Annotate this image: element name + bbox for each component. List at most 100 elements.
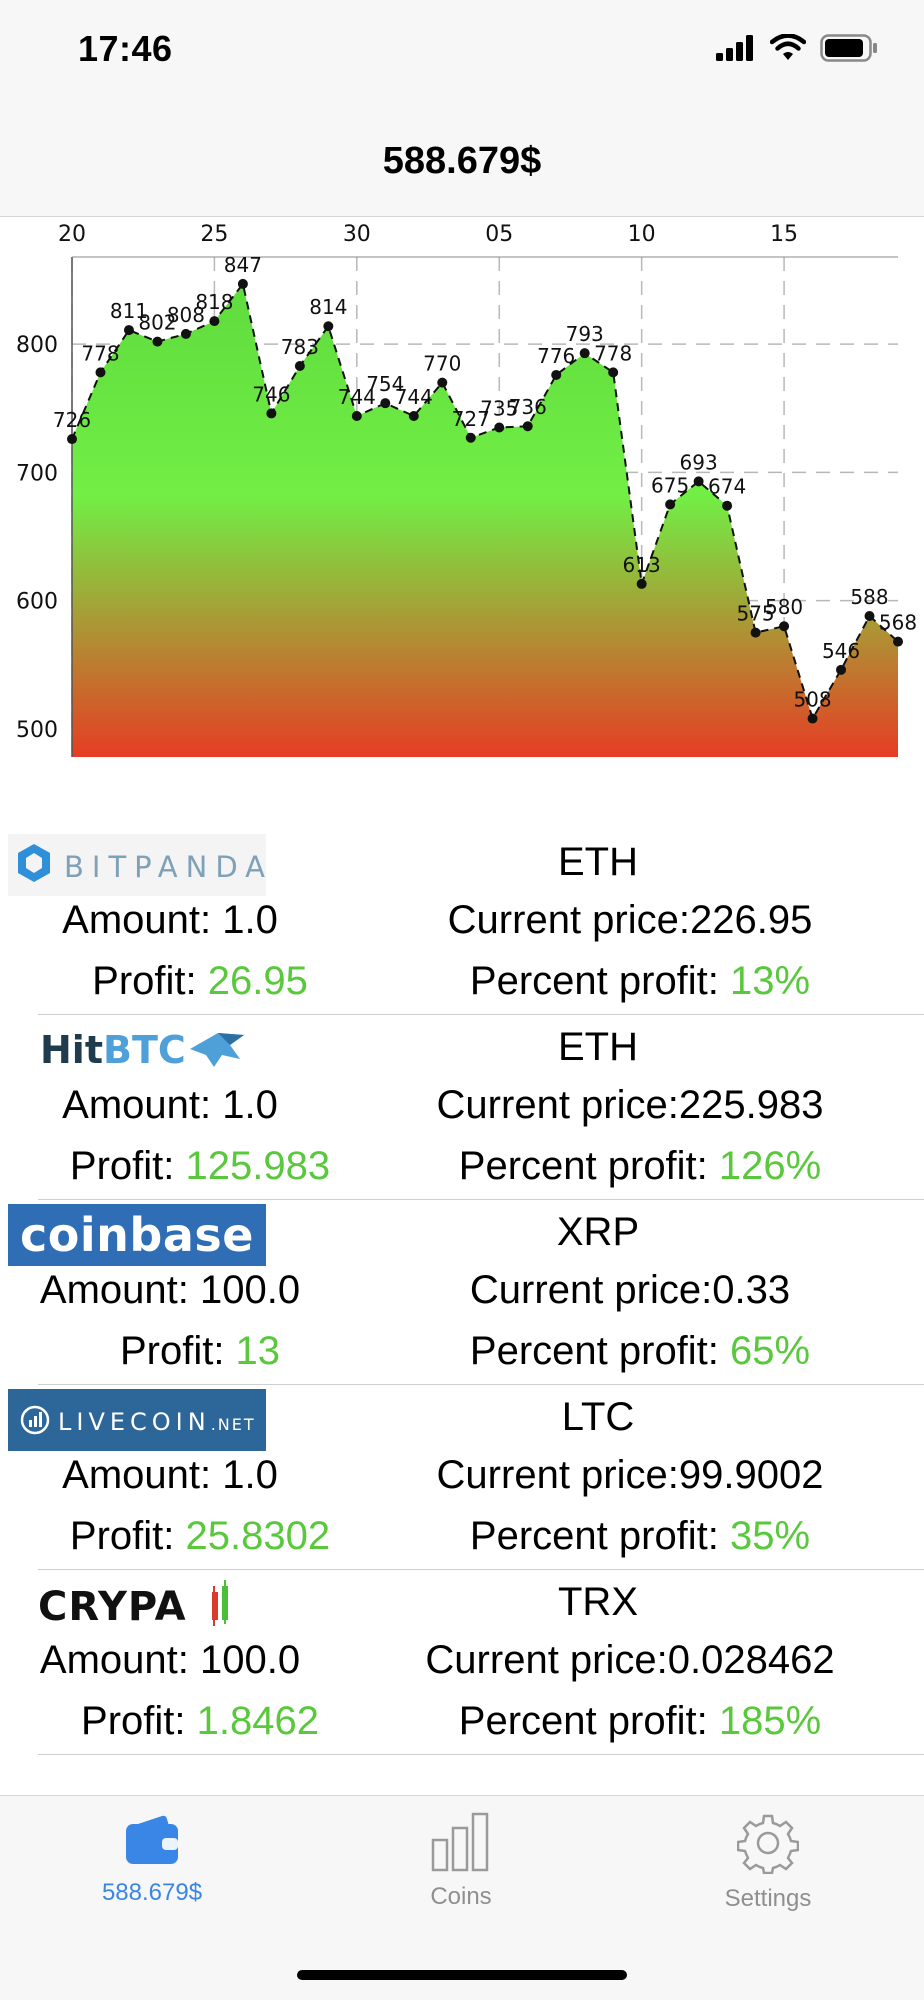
data-point-0 bbox=[67, 434, 77, 445]
current-price-label: Current price:225.983 bbox=[436, 1083, 824, 1127]
data-label-24: 575 bbox=[736, 602, 774, 626]
data-point-4 bbox=[180, 328, 191, 339]
percent-profit-value: 126% bbox=[718, 1144, 822, 1188]
data-point-20 bbox=[636, 578, 647, 589]
current-price-label: Current price:226.95 bbox=[447, 898, 813, 942]
data-label-27: 546 bbox=[822, 639, 860, 663]
data-label-28: 588 bbox=[850, 585, 888, 609]
livecoin-logo: LIVECOIN.NET bbox=[8, 1389, 266, 1451]
percent-profit-label: Percent profit: 13% bbox=[469, 959, 811, 1003]
svg-text:HitBTC: HitBTC bbox=[40, 1028, 186, 1072]
percent-profit-value: 13% bbox=[730, 959, 811, 1003]
profit-label: Profit: 13 bbox=[119, 1329, 281, 1373]
data-label-29: 568 bbox=[879, 611, 917, 635]
percent-profit-label: Percent profit: 126% bbox=[458, 1144, 822, 1188]
top-bar: 17:46 588.679$ bbox=[0, 0, 924, 217]
profit-value: 125.983 bbox=[185, 1144, 331, 1188]
percent-profit-value: 185% bbox=[718, 1699, 822, 1743]
data-label-18: 793 bbox=[566, 322, 604, 346]
data-label-16: 736 bbox=[509, 395, 547, 419]
signal-icon bbox=[716, 35, 753, 61]
data-label-5: 818 bbox=[195, 290, 233, 314]
data-point-19 bbox=[608, 367, 619, 378]
data-point-21 bbox=[665, 499, 676, 510]
exchange-list: BITPANDA ETH Amount: 1.0 Current price:2… bbox=[0, 830, 924, 1755]
data-label-20: 613 bbox=[623, 553, 661, 577]
exchange-row-hitbtc[interactable]: HitBTC ETH Amount: 1.0 Current price:225… bbox=[0, 1015, 924, 1200]
profit-value: 26.95 bbox=[207, 959, 308, 1003]
data-label-12: 744 bbox=[395, 385, 433, 409]
data-point-17 bbox=[551, 369, 562, 380]
y-tick-label-1: 700 bbox=[16, 461, 58, 486]
profit-label: Profit: 26.95 bbox=[92, 959, 308, 1003]
coinbase-logo-text: coinbase bbox=[20, 1208, 254, 1262]
data-label-25: 580 bbox=[765, 595, 803, 619]
data-point-26 bbox=[807, 713, 818, 724]
y-tick-label-0: 800 bbox=[16, 333, 58, 358]
status-icons bbox=[716, 34, 878, 62]
price-chart: 726 778 811 802 808 818 847 746 783 814 744 754 744 7… bbox=[0, 217, 924, 777]
exchange-row-crypa[interactable]: CRYPA TRX Amount: 100.0 Current price:0.… bbox=[0, 1570, 924, 1755]
data-label-22: 693 bbox=[680, 450, 718, 474]
data-point-22 bbox=[693, 476, 704, 487]
svg-text:LIVECOIN.NET: LIVECOIN.NET bbox=[58, 1408, 256, 1436]
data-point-10 bbox=[351, 410, 362, 421]
row-divider bbox=[38, 1199, 924, 1200]
bitpanda-logo: BITPANDA bbox=[8, 834, 266, 896]
data-point-24 bbox=[750, 627, 761, 638]
y-tick-label-2: 600 bbox=[16, 590, 58, 615]
data-point-16 bbox=[522, 421, 533, 432]
x-tick-label-4: 10 bbox=[628, 222, 656, 247]
exchange-row-livecoin[interactable]: LIVECOIN.NET LTC Amount: 1.0 Current pri… bbox=[0, 1385, 924, 1570]
hitbtc-logo: HitBTC bbox=[8, 1019, 266, 1081]
data-point-3 bbox=[152, 336, 163, 347]
gear-icon bbox=[736, 1814, 800, 1875]
page-title: 588.679$ bbox=[382, 140, 542, 182]
data-point-15 bbox=[494, 422, 505, 433]
data-label-13: 770 bbox=[423, 352, 461, 376]
data-point-23 bbox=[722, 500, 733, 511]
coinbase-logo: coinbase bbox=[8, 1204, 266, 1266]
tab-coins[interactable]: Coins bbox=[361, 1812, 561, 1911]
data-point-29 bbox=[893, 636, 903, 647]
tab-wallet[interactable]: 588.679$ bbox=[52, 1812, 252, 1907]
data-label-7: 746 bbox=[252, 382, 290, 406]
data-point-12 bbox=[408, 410, 419, 421]
tab-coins-label: Coins bbox=[430, 1883, 492, 1910]
exchange-row-coinbase[interactable]: coinbase XRP Amount: 100.0 Current price… bbox=[0, 1200, 924, 1385]
x-tick-label-2: 30 bbox=[343, 222, 371, 247]
status-time: 17:46 bbox=[78, 28, 173, 69]
data-point-8 bbox=[294, 360, 305, 371]
percent-profit-value: 35% bbox=[730, 1514, 811, 1558]
data-label-19: 778 bbox=[594, 341, 632, 365]
profit-value: 25.8302 bbox=[185, 1514, 331, 1558]
data-label-17: 776 bbox=[537, 344, 575, 368]
profit-label: Profit: 125.983 bbox=[69, 1144, 331, 1188]
data-label-9: 814 bbox=[309, 295, 347, 319]
bitpanda-logo-text: BITPANDA bbox=[64, 850, 266, 884]
data-point-14 bbox=[465, 432, 476, 443]
data-label-15: 735 bbox=[480, 397, 518, 421]
tab-settings[interactable]: Settings bbox=[668, 1812, 868, 1913]
data-label-21: 675 bbox=[651, 473, 689, 497]
coin-symbol: ETH bbox=[558, 1025, 638, 1069]
exchange-row-bitpanda[interactable]: BITPANDA ETH Amount: 1.0 Current price:2… bbox=[0, 830, 924, 1015]
tab-wallet-label: 588.679$ bbox=[101, 1879, 203, 1906]
data-label-11: 754 bbox=[366, 372, 404, 396]
current-price-label: Current price:0.028462 bbox=[425, 1638, 835, 1682]
battery-icon bbox=[820, 34, 877, 62]
data-point-18 bbox=[579, 348, 590, 359]
amount-label: Amount: 1.0 bbox=[62, 898, 278, 942]
wifi-icon bbox=[770, 34, 806, 60]
data-label-23: 674 bbox=[708, 475, 746, 499]
profit-value: 1.8462 bbox=[196, 1699, 319, 1743]
tab-settings-label: Settings bbox=[724, 1885, 812, 1912]
amount-label: Amount: 100.0 bbox=[39, 1268, 301, 1312]
x-tick-label-0: 20 bbox=[58, 222, 86, 247]
row-divider bbox=[38, 1014, 924, 1015]
percent-profit-label: Percent profit: 35% bbox=[469, 1514, 811, 1558]
tab-bar: 588.679$ Coins Settings bbox=[0, 1795, 924, 2000]
row-divider bbox=[38, 1754, 924, 1755]
coin-symbol: ETH bbox=[558, 840, 638, 884]
